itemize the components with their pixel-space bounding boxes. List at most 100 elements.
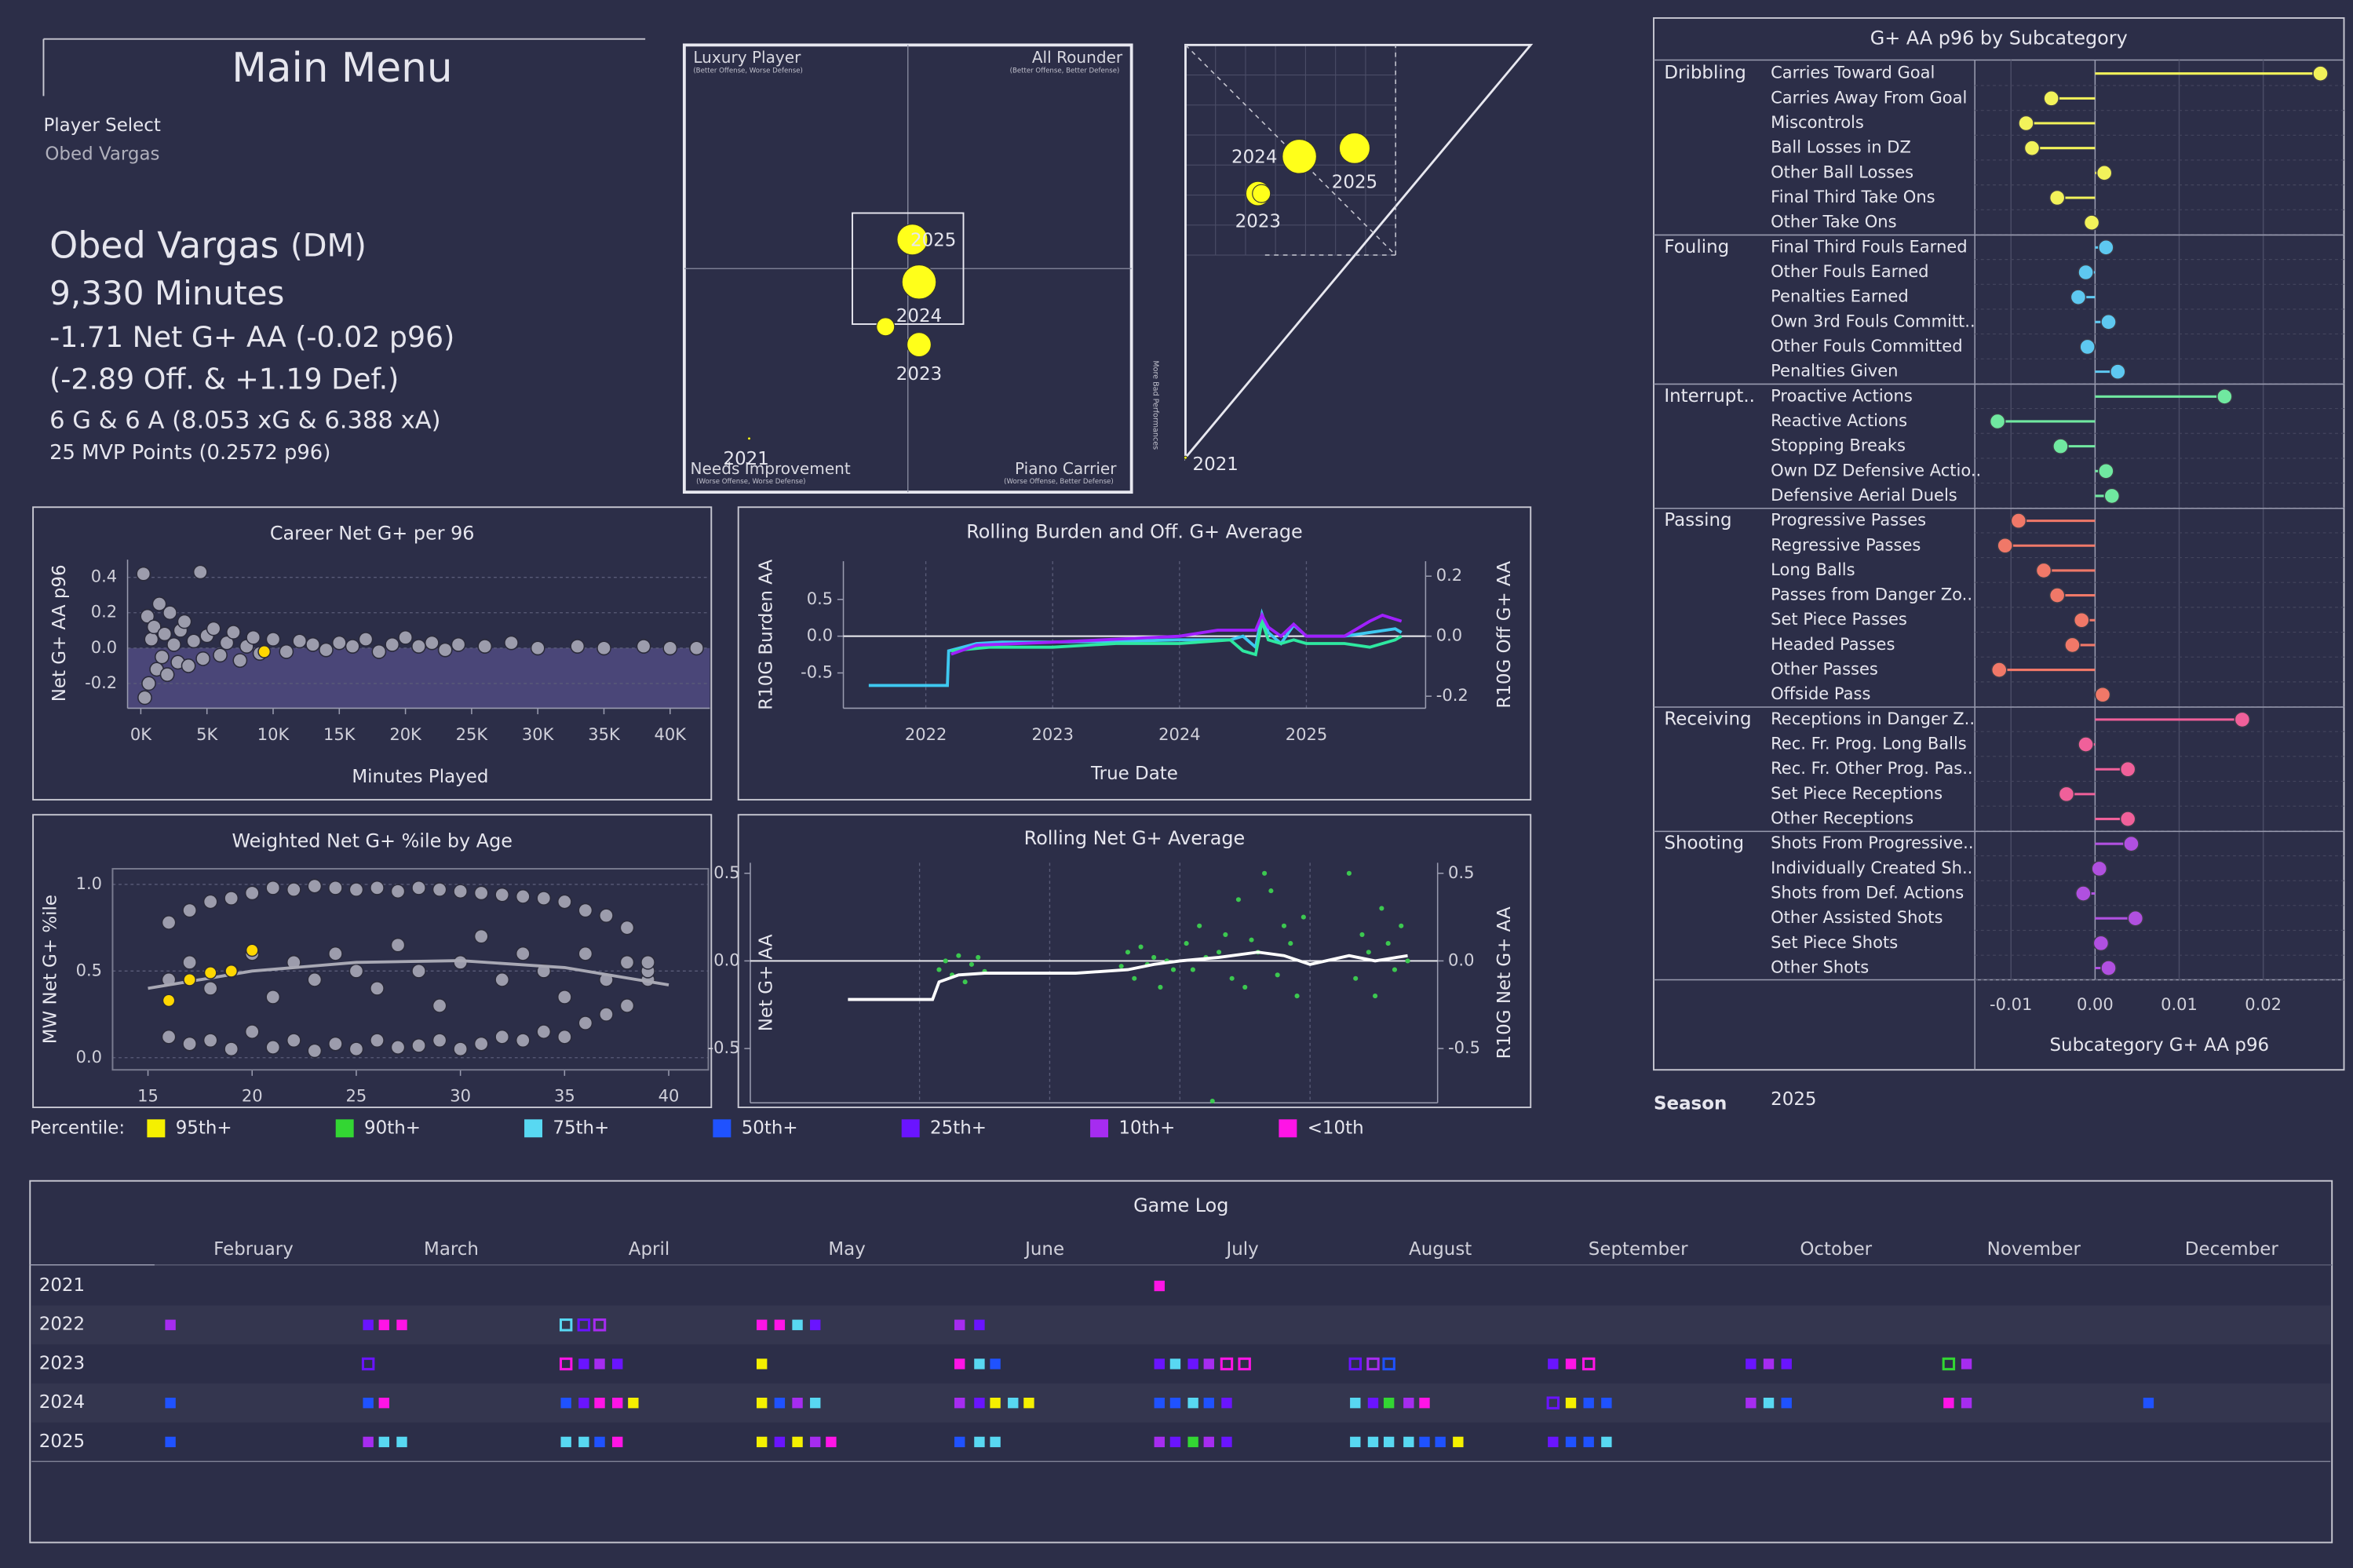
game: [1154, 1358, 1165, 1369]
y-tick-label: 0.4: [91, 567, 117, 586]
point: [1216, 950, 1222, 955]
game: [974, 1397, 985, 1409]
category-label: Stopping Breaks: [1771, 436, 1906, 455]
game: [612, 1397, 623, 1409]
category-label: Defensive Aerial Duels: [1771, 485, 1957, 505]
point: [370, 981, 385, 996]
game: [1154, 1397, 1165, 1409]
group-label: Dribbling: [1664, 63, 1746, 83]
game: [792, 1319, 803, 1330]
game: [1187, 1436, 1198, 1448]
game: [396, 1436, 407, 1448]
player-select-value[interactable]: Obed Vargas: [45, 144, 159, 164]
point: [390, 1040, 406, 1055]
dot: [2097, 239, 2114, 256]
x-tick-label: 2024: [1158, 724, 1200, 744]
point-label: 2021: [1193, 454, 1239, 475]
game: [1943, 1397, 1954, 1409]
dot: [1990, 662, 2008, 678]
point: [159, 667, 175, 683]
season-point: [1282, 138, 1317, 174]
point: [371, 644, 387, 659]
x-tick-label: 40: [658, 1086, 680, 1106]
game: [1367, 1436, 1379, 1448]
game: [810, 1319, 821, 1330]
point: [515, 888, 531, 904]
game: [612, 1358, 623, 1369]
legend-swatch: [335, 1119, 354, 1138]
point: [432, 882, 447, 897]
point: [141, 676, 156, 691]
category-label: Individually Created Sh..: [1771, 858, 1972, 877]
point: [265, 1040, 281, 1055]
point: [1373, 994, 1378, 999]
category-label: Own DZ Defensive Actio..: [1771, 460, 1981, 480]
game: [165, 1319, 176, 1330]
point: [232, 653, 248, 668]
point: [202, 1033, 218, 1048]
season-point: [746, 436, 752, 441]
category-label: Miscontrols: [1771, 112, 1864, 132]
game: [1435, 1436, 1446, 1448]
point: [1281, 923, 1287, 928]
point: [307, 878, 323, 894]
dot: [2097, 462, 2114, 480]
row-band: [31, 1305, 2331, 1345]
point: [962, 979, 968, 985]
game: [810, 1397, 821, 1409]
point: [328, 1036, 343, 1052]
point: [1399, 923, 1404, 928]
stat-line: 6 G & 6 A (8.053 xG & 6.388 xA): [49, 407, 440, 435]
game: [1383, 1397, 1395, 1409]
game: [1403, 1397, 1414, 1409]
season-point: [876, 317, 896, 337]
legend-swatch: [1090, 1119, 1109, 1138]
x-tick-label: 0.02: [2245, 994, 2282, 1014]
game: [1583, 1436, 1594, 1448]
point: [1262, 870, 1268, 876]
game: [1601, 1436, 1612, 1448]
game: [990, 1436, 1001, 1448]
game: [1419, 1397, 1430, 1409]
point: [494, 887, 510, 903]
x-axis-title: Minutes Played: [352, 767, 488, 787]
triangle-frame: [1184, 43, 1534, 461]
point: [137, 690, 152, 706]
point: [956, 953, 961, 958]
y2-axis-title: R10G Net G+ AA: [1494, 906, 1515, 1059]
panel-title: Weighted Net G+ %ile by Age: [232, 830, 512, 852]
dot: [1997, 537, 2014, 554]
season-value[interactable]: 2025: [1771, 1089, 1816, 1110]
game: [1548, 1358, 1559, 1369]
category-label: Rec. Fr. Prog. Long Balls: [1771, 734, 1967, 753]
category-label: Shots From Progressive..: [1771, 833, 1973, 852]
game: [560, 1397, 571, 1409]
dot: [2119, 811, 2136, 827]
menu-title[interactable]: Main Menu: [232, 45, 452, 92]
point: [385, 636, 400, 652]
y2-axis-title: R10G Off G+ AA: [1494, 561, 1515, 709]
player-heading: Obed Vargas (DM): [49, 224, 367, 266]
point: [1118, 964, 1124, 969]
point: [177, 614, 192, 629]
dot: [2091, 860, 2108, 877]
year-label: 2024: [39, 1392, 85, 1413]
month-label: July: [1225, 1239, 1259, 1260]
point: [424, 635, 440, 651]
point: [1190, 967, 1195, 972]
game: [1382, 1357, 1395, 1371]
game: [1169, 1358, 1181, 1369]
y2-tick-label: 0.0: [1448, 950, 1474, 969]
game: [1601, 1397, 1612, 1409]
month-label: April: [629, 1239, 669, 1260]
point: [536, 1024, 552, 1040]
game: [1187, 1397, 1198, 1409]
quadrant-title: Piano Carrier: [1015, 459, 1117, 478]
y-tick-label: -0.2: [85, 673, 117, 692]
y-tick-label: 0.2: [91, 602, 117, 622]
point: [244, 1024, 260, 1040]
game: [954, 1358, 965, 1369]
point: [305, 636, 320, 652]
game: [1367, 1397, 1379, 1409]
